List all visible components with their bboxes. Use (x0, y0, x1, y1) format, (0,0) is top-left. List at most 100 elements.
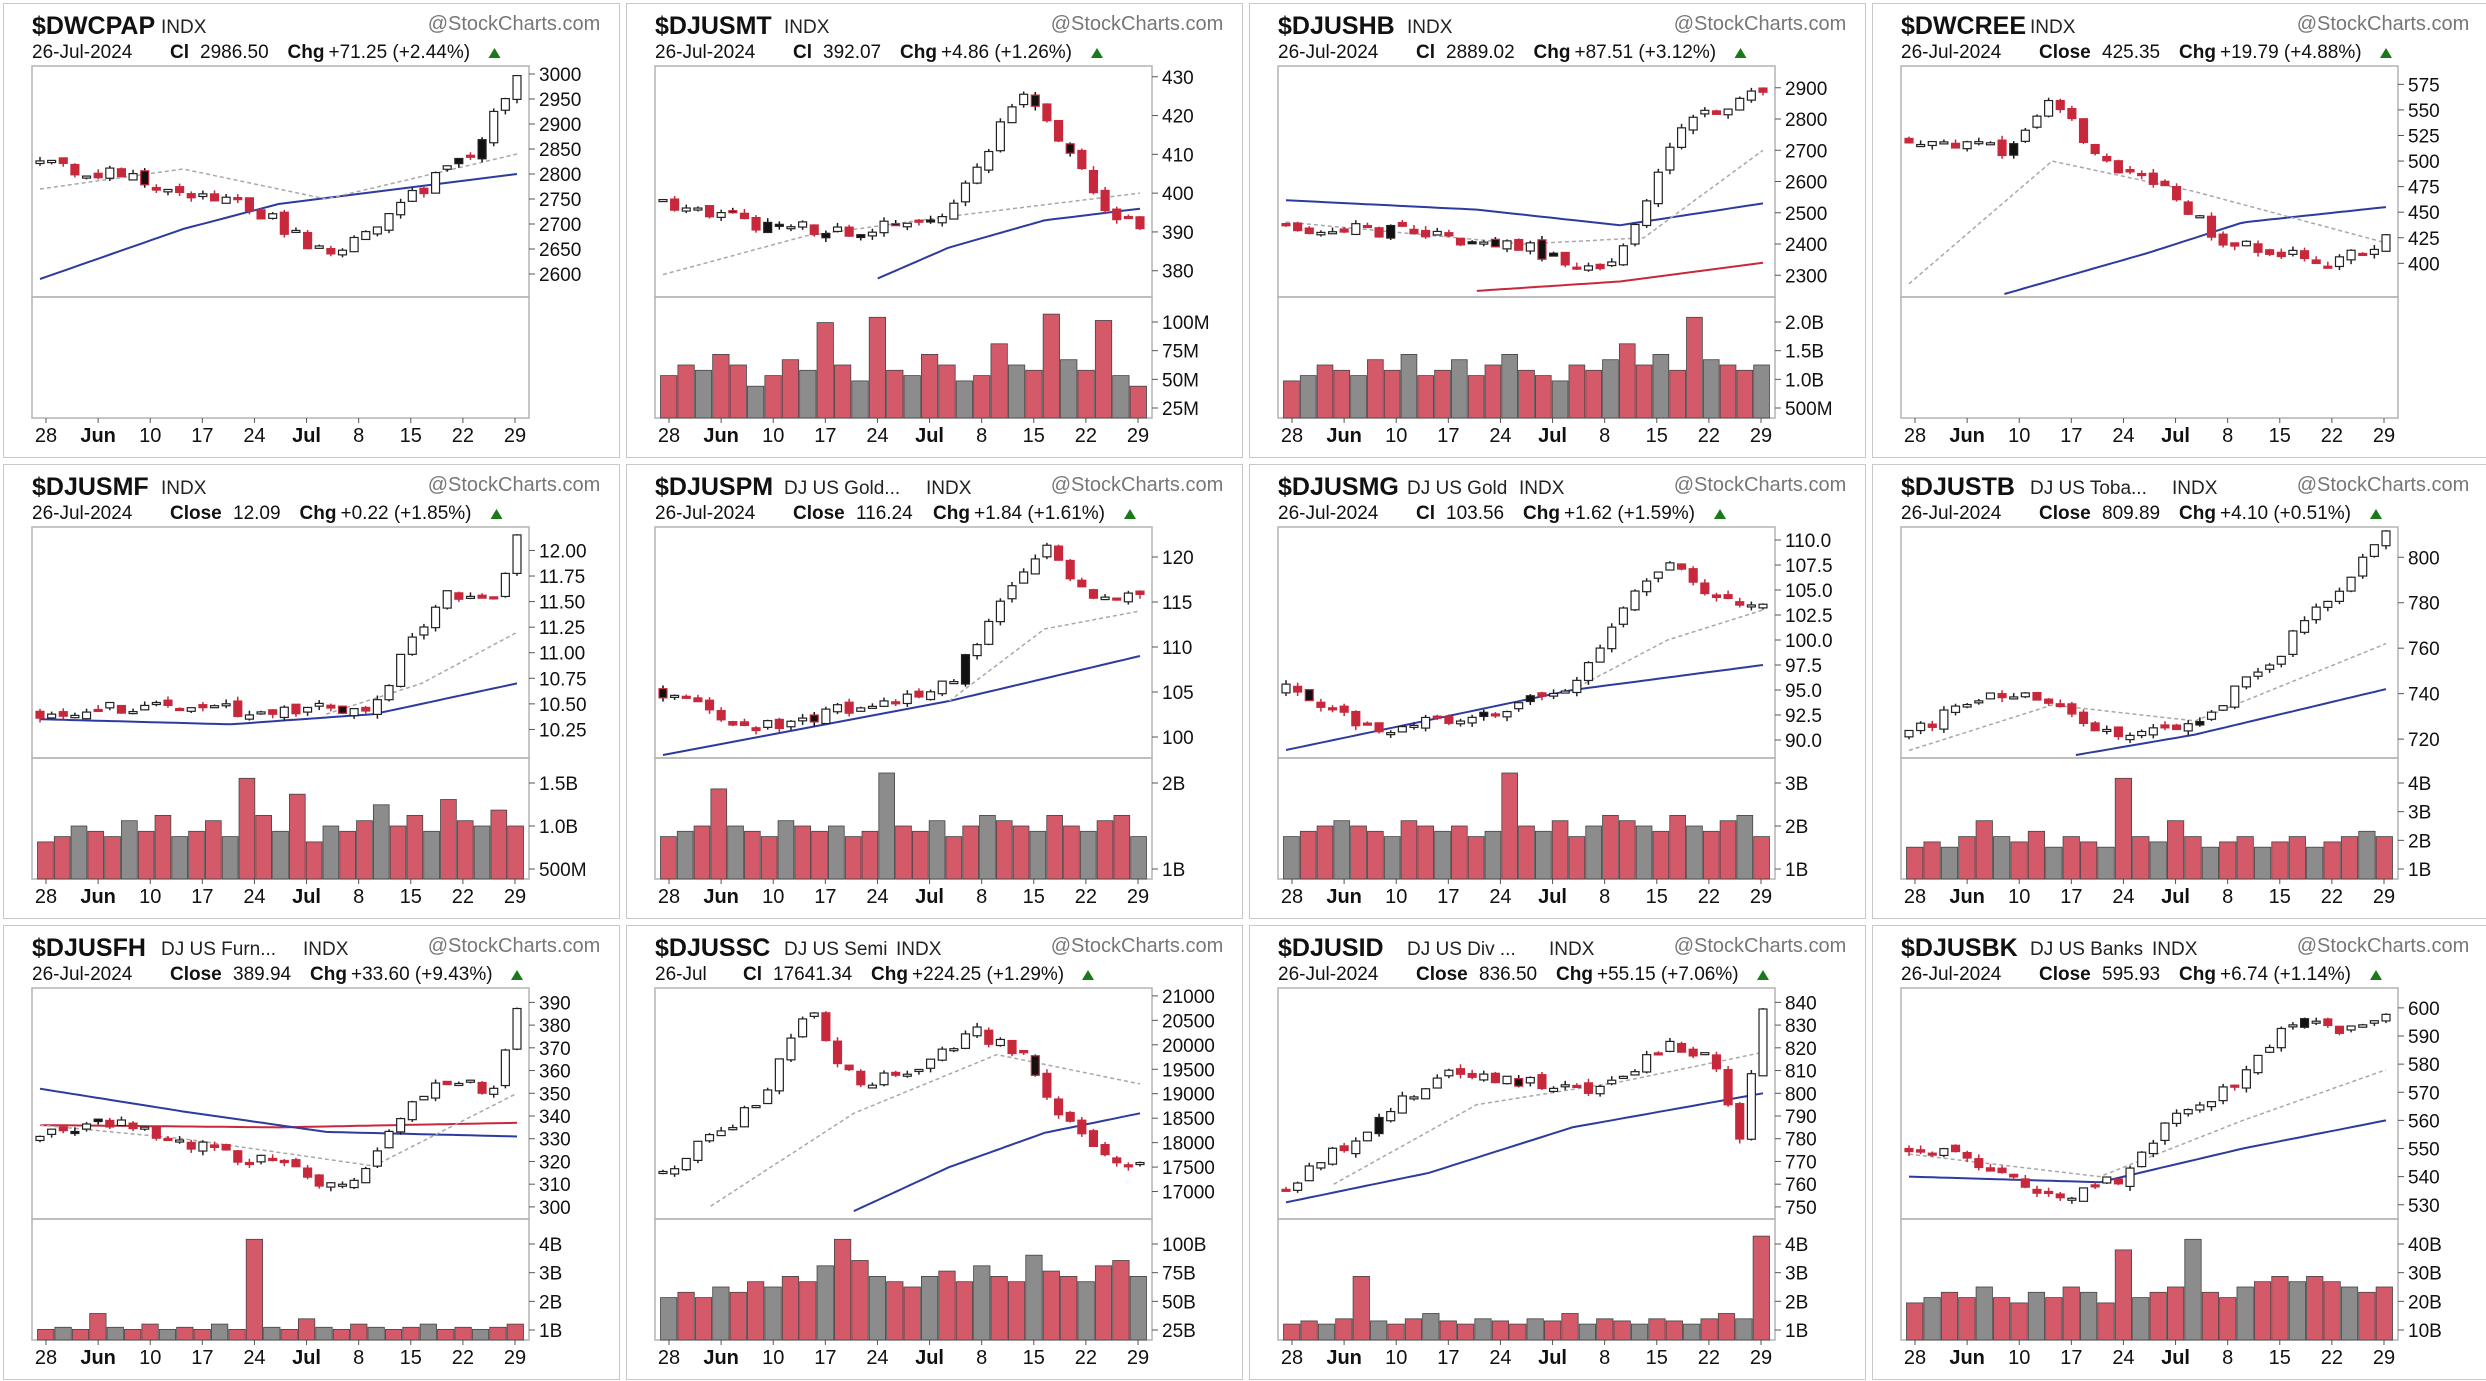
candle-body (704, 1134, 715, 1142)
volume-bar (747, 385, 765, 419)
candle-body (1065, 1111, 1075, 1122)
change-label: Chg (933, 503, 970, 524)
volume-bar (1635, 825, 1653, 880)
candle-body (670, 1168, 680, 1175)
volume-bar (1283, 380, 1300, 419)
volume-bar (1923, 841, 1941, 880)
candle-body (361, 706, 371, 712)
candle-body (2067, 703, 2077, 715)
price-tick-label: 110.0 (1785, 531, 1831, 552)
chart-svg: $DWCREE INDX @StockCharts.com 26-Jul-2024 Cl… (1900, 12, 2469, 447)
date-tick-label: 8 (353, 1347, 364, 1369)
candle-body (81, 711, 92, 720)
candle-body (1100, 1144, 1110, 1156)
candle-body (2230, 685, 2240, 708)
candle-body (186, 1141, 196, 1150)
volume-bar (1752, 1235, 1770, 1341)
volume-bar (1526, 1318, 1544, 1341)
candle-body (2195, 1104, 2205, 1111)
volume-bar (121, 820, 138, 880)
candle-body (128, 710, 138, 715)
volume-bar (1079, 830, 1097, 880)
volume-bar (979, 814, 996, 880)
price-tick-label: 390 (539, 993, 571, 1014)
date-label: 26-Jul-2024 (1901, 503, 2002, 524)
moving-average-fast (710, 1053, 1141, 1207)
candle-body (1053, 545, 1064, 561)
volume-bar (322, 825, 340, 880)
candle-body (70, 163, 80, 176)
date-tick-label: 10 (762, 425, 784, 447)
candle-body (1560, 1084, 1570, 1088)
candle-body (1514, 702, 1524, 710)
candle-body (693, 697, 703, 703)
candle-body (2276, 655, 2286, 665)
volume-bar (920, 1275, 939, 1341)
volume-bar (990, 343, 1008, 419)
date-tick-label: Jul (292, 1347, 321, 1369)
candle-body (926, 219, 936, 223)
price-tick-label: 720 (2408, 730, 2440, 751)
volume-bar (1350, 375, 1367, 419)
candle-body (1916, 1149, 1926, 1153)
volume-tick-label: 25B (1162, 1321, 1196, 1342)
price-tick-label: 370 (539, 1039, 571, 1060)
candle-body (1374, 1116, 1384, 1135)
candle-body (1688, 116, 1698, 131)
price-tick-label: 2850 (539, 140, 581, 161)
candle-body (1490, 1072, 1500, 1084)
chart-panel: $DJUSBK DJ US Banks INDX @StockCharts.com 26… (1872, 925, 2486, 1380)
chart-svg: $DWCPAP INDX @StockCharts.com 26-Jul-2024 Cl… (31, 12, 600, 447)
up-arrow-icon (1714, 509, 1726, 519)
volume-bar (1130, 836, 1147, 880)
price-tick-label: 17500 (1162, 1158, 1215, 1179)
stockcharts-watermark: @StockCharts.com (2297, 935, 2470, 957)
date-tick-label: 15 (1646, 886, 1668, 908)
date-tick-label: Jul (915, 425, 944, 447)
volume-bar (1077, 1281, 1095, 1341)
up-arrow-icon (2370, 970, 2382, 980)
price-tick-label: 425 (2408, 229, 2440, 250)
candle-body (2206, 711, 2217, 720)
candle-body (489, 110, 499, 144)
volume-bar (973, 375, 991, 419)
candle-body (1997, 139, 2007, 157)
candle-body (716, 710, 726, 721)
volume-bar (1686, 825, 1703, 880)
candle-body (1421, 716, 1431, 729)
candle-body (2346, 1025, 2356, 1031)
volume-bar (1400, 353, 1418, 419)
date-tick-label: 15 (2269, 425, 2291, 447)
candle-body (1409, 724, 1419, 728)
date-tick-label: Jun (703, 425, 739, 447)
candle-body (1432, 715, 1442, 719)
volume-bar (1283, 836, 1300, 880)
chart-panel: $DJUSMF INDX @StockCharts.com 26-Jul-2024 Cl… (3, 464, 620, 919)
candle-body (81, 175, 92, 179)
candle-body (396, 1118, 406, 1133)
volume-bar (1046, 814, 1063, 880)
volume-bar (851, 1260, 869, 1341)
date-label: 26-Jul-2024 (32, 42, 133, 63)
price-tick-label: 310 (539, 1175, 571, 1196)
volume-tick-label: 50M (1162, 370, 1199, 391)
candle-body (926, 1058, 936, 1069)
candle-body (1525, 695, 1535, 703)
price-tick-label: 380 (1162, 262, 1194, 283)
candle-body (1123, 1164, 1133, 1168)
candle-body (1758, 87, 1768, 93)
candle-body (1676, 1042, 1687, 1053)
volume-bar (2132, 836, 2150, 880)
change-value: +224.25 (+1.29%) (912, 964, 1064, 985)
volume-tick-label: 2B (539, 1292, 562, 1313)
candle-body (1362, 722, 1373, 726)
candle-body (1688, 1048, 1698, 1057)
volume-bar (1352, 1275, 1370, 1341)
candle-body (291, 229, 301, 234)
volume-bar (1719, 820, 1737, 880)
moving-average-slow (662, 655, 1141, 756)
volume-bar (1534, 830, 1552, 880)
change-value: +1.84 (+1.61%) (974, 503, 1105, 524)
date-tick-label: Jul (915, 1347, 944, 1369)
